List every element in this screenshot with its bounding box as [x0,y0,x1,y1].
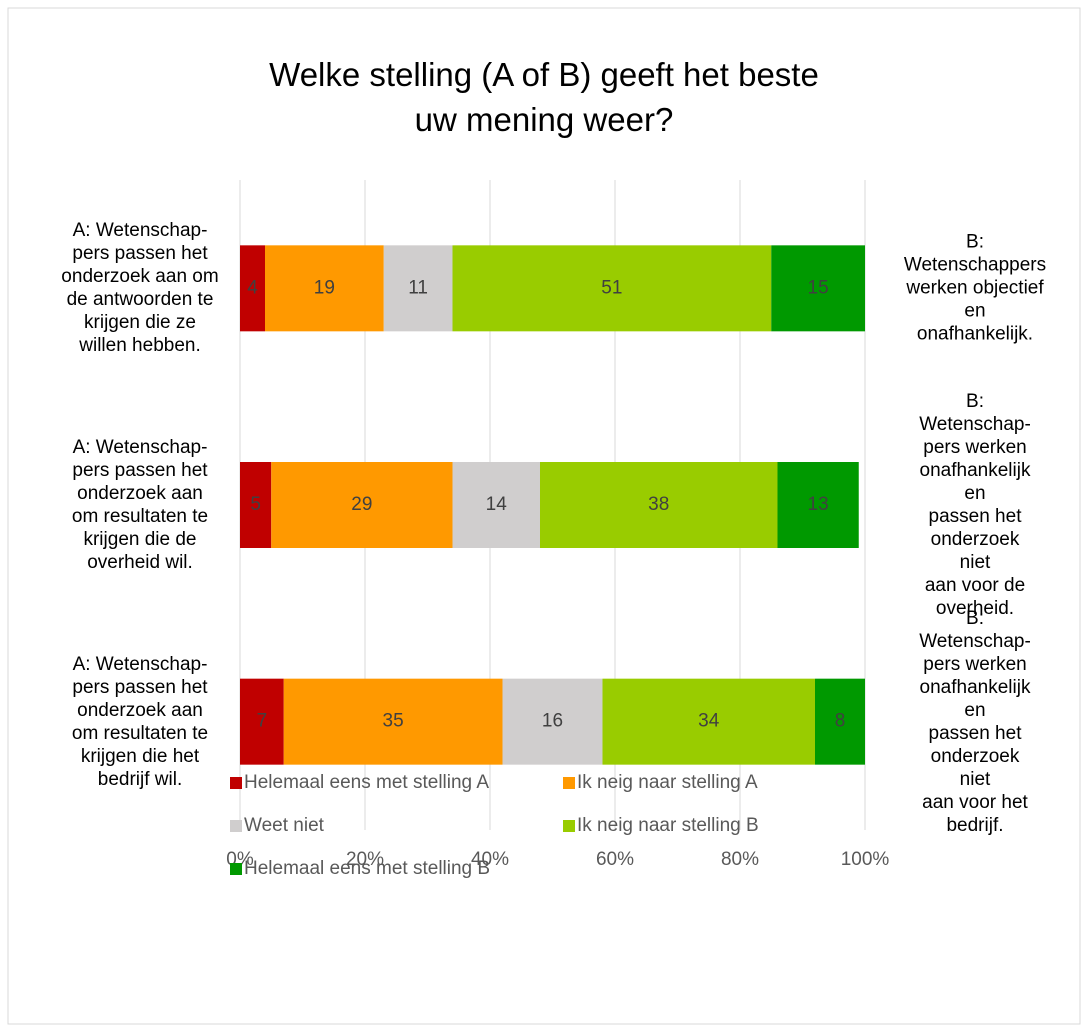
bar-segment [240,245,265,332]
value-label: 35 [383,711,404,732]
left-label: A: Wetenschap- pers passen het onderzoek… [71,653,209,790]
value-label: 8 [835,711,846,732]
bar-segment [452,245,772,332]
value-label: 7 [257,711,268,732]
bar-segment [240,462,272,548]
bar-segment [283,678,503,765]
value-label: 5 [250,494,261,515]
value-label: 13 [808,494,829,515]
legend-label: Ik neig naar stelling B [577,815,759,836]
legend-swatch [230,863,242,875]
x-tick-label: 100% [841,849,890,870]
legend-swatch [230,820,242,832]
legend-swatch [563,820,575,832]
bar-segment [271,462,453,548]
value-label: 34 [698,711,720,732]
x-tick-label: 40% [471,849,509,870]
bar-segment [452,462,540,548]
bar-segment [602,678,815,765]
value-label: 16 [542,711,563,732]
value-label: 11 [408,277,428,298]
value-label: 51 [601,277,622,298]
left-label: A: Wetenschap- pers passen het onderzoek… [61,220,219,357]
legend-swatch [563,777,575,789]
chart-title: Welke stelling (A of B) geeft het beste … [269,56,819,138]
value-label: 4 [247,277,258,298]
bar-segment [777,462,859,548]
bar-segment [240,678,284,765]
value-label: 38 [648,494,669,515]
x-tick-label: 60% [596,849,634,870]
x-tick-label: 80% [721,849,759,870]
bar-segment [815,678,865,765]
value-label: 19 [314,277,335,298]
legend-label: Helemaal eens met stelling A [244,772,489,793]
right-label: B: Wetenschap- pers werken onafhankelijk… [919,391,1031,619]
bar-segment [771,245,865,332]
right-label: B: Wetenschap- pers werken onafhankelijk… [919,607,1031,836]
bar-segment [540,462,778,548]
value-label: 15 [808,277,829,298]
bar-segment [502,678,603,765]
value-label: 29 [351,494,372,515]
legend-label: Weet niet [244,815,325,836]
x-tick-label: 20% [346,849,384,870]
bar-segment [265,245,384,332]
legend-label: Helemaal eens met stelling B [244,858,490,879]
bar-segment [383,245,453,332]
legend-swatch [230,777,242,789]
frame [7,7,1081,1025]
value-label: 14 [486,494,508,515]
left-label: A: Wetenschap- pers passen het onderzoek… [71,437,209,573]
right-label: B: Wetenschappers werken objectief en on… [903,231,1047,345]
legend-label: Ik neig naar stelling A [577,772,758,793]
